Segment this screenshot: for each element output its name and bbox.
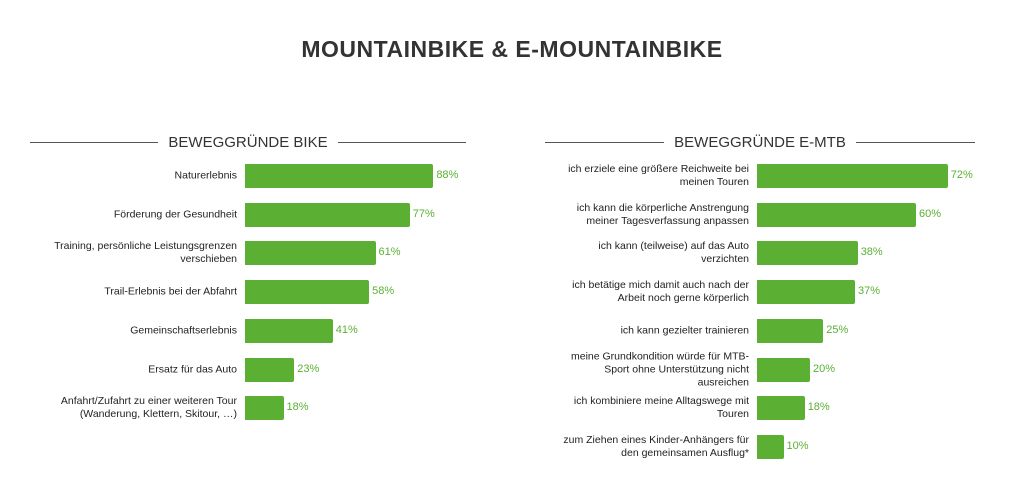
bar-row: Ersatz für das Auto 23%: [30, 357, 466, 384]
bar: [245, 164, 434, 188]
bar-row: ich kombiniere meine Alltagswege mit Tou…: [545, 395, 975, 422]
chart-title: BEWEGGRÜNDE BIKE: [168, 133, 328, 151]
bar: [245, 357, 295, 382]
value-label: 58%: [372, 285, 395, 298]
divider: [337, 141, 467, 143]
category-label: meine Grundkondition würde für MTB-Sport…: [571, 350, 749, 388]
value-label: 37%: [858, 285, 881, 298]
bar-row: ich betätige mich damit auch nach der Ar…: [545, 279, 975, 306]
bar: [757, 164, 948, 188]
value-label: 77%: [412, 207, 435, 220]
bar: [245, 280, 370, 305]
bar: [245, 202, 410, 227]
category-label: ich betätige mich damit auch nach der Ar…: [572, 279, 749, 305]
category-label: Ersatz für das Auto: [148, 363, 237, 375]
category-label: ich kann gezielter trainieren: [620, 324, 749, 337]
value-label: 10%: [786, 439, 809, 452]
category-label: ich erziele eine größere Reichweite bei …: [568, 163, 749, 188]
bar-row: Trail-Erlebnis bei der Abfahrt 58%: [30, 280, 466, 306]
value-label: 18%: [807, 401, 830, 414]
category-label: Gemeinschaftserlebnis: [130, 324, 237, 337]
value-label: 23%: [297, 362, 320, 375]
bar: [757, 202, 916, 227]
bar-row: ich erziele eine größere Reichweite bei …: [545, 163, 975, 190]
bar: [245, 241, 376, 266]
value-label: 38%: [860, 246, 883, 259]
bar-row: Gemeinschaftserlebnis 41%: [30, 318, 466, 345]
value-label: 61%: [378, 246, 401, 259]
divider: [855, 141, 975, 143]
bar: [757, 318, 824, 343]
bar-row: ich kann gezielter trainieren 25%: [545, 318, 975, 345]
category-label: ich kann (teilweise) auf das Auto verzic…: [598, 240, 749, 266]
bar: [245, 396, 284, 421]
bar-row: Naturerlebnis 88%: [30, 164, 466, 190]
value-label: 18%: [286, 401, 309, 414]
bar-row: Anfahrt/Zufahrt zu einer weiteren Tour (…: [30, 395, 466, 422]
value-label: 60%: [919, 207, 942, 220]
bar: [757, 434, 784, 459]
bar: [757, 396, 805, 421]
chart-bike: BEWEGGRÜNDE BIKE Naturerlebnis 88% Förderu…: [30, 128, 467, 498]
value-label: 72%: [950, 169, 973, 181]
chart-header: BEWEGGRÜNDE BIKE: [30, 128, 467, 156]
category-label: Förderung der Gesundheit: [113, 208, 237, 221]
chart-title: BEWEGGRÜNDE E-MTB: [674, 133, 846, 151]
bar-row: Training, persönliche Leistungsgrenzen v…: [30, 240, 466, 267]
category-label: Trail-Erlebnis bei der Abfahrt: [104, 285, 237, 298]
category-label: ich kann die körperliche Anstrengung mei…: [576, 201, 749, 227]
value-label: 41%: [335, 323, 358, 336]
bar-row: ich kann die körperliche Anstrengung mei…: [545, 201, 975, 229]
bar: [757, 241, 858, 266]
bar-row: zum Ziehen eines Kinder-Anhängers für de…: [545, 433, 975, 461]
divider: [545, 141, 665, 143]
chart-header: BEWEGGRÜNDE E-MTB: [545, 128, 975, 156]
bar: [245, 318, 333, 343]
bar-row: meine Grundkondition würde für MTB-Sport…: [545, 350, 975, 388]
bar-row: ich kann (teilweise) auf das Auto verzic…: [545, 240, 975, 267]
value-label: 20%: [813, 362, 836, 375]
category-label: zum Ziehen eines Kinder-Anhängers für de…: [563, 433, 749, 459]
divider: [30, 141, 159, 143]
bar-row: Förderung der Gesundheit 77%: [30, 202, 466, 229]
bar: [757, 357, 810, 382]
category-label: Naturerlebnis: [174, 169, 237, 182]
value-label: 88%: [436, 169, 459, 181]
page-title: MOUNTAINBIKE & E-MOUNTAINBIKE: [301, 36, 723, 62]
category-label: Training, persönliche Leistungsgrenzen v…: [54, 240, 237, 266]
value-label: 25%: [826, 323, 849, 336]
category-label: Anfahrt/Zufahrt zu einer weiteren Tour (…: [60, 395, 237, 421]
category-label: ich kombiniere meine Alltagswege mit Tou…: [573, 395, 749, 421]
bar: [757, 280, 856, 305]
chart-emtb: BEWEGGRÜNDE E-MTB ich erziele eine größe…: [545, 128, 975, 498]
